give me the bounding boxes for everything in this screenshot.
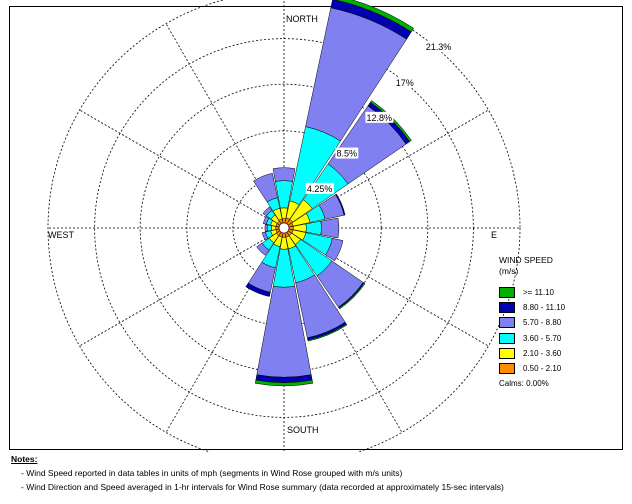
petal-segment-n xyxy=(272,167,296,182)
legend-entries: >= 11.10 8.80 - 11.10 5.70 - 8.80 3.60 - 5.… xyxy=(499,285,609,376)
ring-label: 4.25% xyxy=(305,182,334,194)
calm-center xyxy=(278,222,290,234)
ring-label-text: 12.8% xyxy=(366,113,392,123)
legend-label: >= 11.10 xyxy=(523,288,554,298)
legend-swatch xyxy=(499,332,515,344)
wind-rose-chart: 4.25%8.5%12.8%17%21.3% NORTH SOUTH WEST … xyxy=(47,0,521,452)
petal-segment-se xyxy=(338,282,366,310)
petal-segment-e xyxy=(320,217,340,239)
legend-entry: 0.50 - 2.10 xyxy=(499,361,609,376)
grid-spoke xyxy=(165,23,282,224)
legend-label: 8.80 - 11.10 xyxy=(523,303,566,313)
legend-label: 2.10 - 3.60 xyxy=(523,348,562,358)
petal-segment-wnw xyxy=(262,216,270,225)
petal-segment-wsw xyxy=(261,231,269,241)
grid-spoke xyxy=(288,230,489,347)
legend-unit: (m/s) xyxy=(499,266,519,276)
petal-segment-s xyxy=(254,379,314,387)
legend-entry: >= 11.10 xyxy=(499,285,609,300)
notes-title: Notes: xyxy=(11,454,38,464)
ring-labels: 4.25% 8.5% 12.8% 17% 21.3% xyxy=(305,41,453,194)
legend-swatch xyxy=(499,302,515,314)
ring-label: 8.5% xyxy=(335,147,359,159)
legend-swatch xyxy=(499,287,515,299)
petal-segment-sw xyxy=(256,242,270,256)
ring-label-bg xyxy=(424,41,453,53)
legend-swatch xyxy=(499,363,515,375)
note-line: - Wind Direction and Speed averaged in 1… xyxy=(21,482,504,492)
ring-label-bg xyxy=(365,111,394,123)
notes-section: Notes: - Wind Speed reported in data tab… xyxy=(11,452,623,494)
legend-entry: 8.80 - 11.10 xyxy=(499,300,609,315)
calms-label: Calms: 0.00% xyxy=(499,379,549,389)
ring-label-bg xyxy=(335,147,359,159)
legend-label: 0.50 - 2.10 xyxy=(523,364,562,374)
ring-label-bg xyxy=(394,76,413,88)
legend-entry: 2.10 - 3.60 xyxy=(499,346,609,361)
grid-spoke xyxy=(288,109,489,226)
legend: WIND SPEED (m/s) >= 11.10 8.80 - 11.10 5.7… xyxy=(499,255,609,388)
grid-spoke xyxy=(165,232,282,433)
legend-title: WIND SPEED xyxy=(499,255,553,265)
petal-segment-nnw xyxy=(253,172,278,203)
petal-segment-e xyxy=(305,220,322,236)
grid-spoke xyxy=(286,232,403,433)
legend-entry: 5.70 - 8.80 xyxy=(499,315,609,330)
grid-spoke xyxy=(79,230,280,347)
ring-label-bg xyxy=(305,182,334,194)
petal-segment-sse xyxy=(307,323,348,342)
ring-label-text: 8.5% xyxy=(336,149,357,159)
direction-label-south: SOUTH xyxy=(287,425,319,435)
petal-segment-w xyxy=(271,225,277,231)
petal-segment-nw xyxy=(262,206,273,217)
ring-label-text: 17% xyxy=(396,78,414,88)
petal-segment-nne xyxy=(334,0,415,33)
legend-swatch xyxy=(499,317,515,329)
direction-label-west: WEST xyxy=(48,230,75,240)
grid-spoke xyxy=(79,109,280,226)
ring-label: 21.3% xyxy=(424,41,453,53)
note-line: - Wind Speed reported in data tables in … xyxy=(21,468,403,478)
petal-segment-ese xyxy=(325,237,344,262)
ring-label: 17% xyxy=(394,76,414,88)
petal-segment-w xyxy=(266,224,272,232)
ring-label: 12.8% xyxy=(365,111,394,123)
ring-label-text: 4.25% xyxy=(307,184,333,194)
legend-label: 5.70 - 8.80 xyxy=(523,318,562,328)
grid-ring xyxy=(47,0,521,452)
legend-label: 3.60 - 5.70 xyxy=(523,333,562,343)
direction-label-north: NORTH xyxy=(286,14,318,24)
petal-segment-ene xyxy=(335,193,346,216)
petal-segment-ssw xyxy=(245,282,271,297)
direction-label-east: E xyxy=(491,230,497,240)
legend-entry: 3.60 - 5.70 xyxy=(499,331,609,346)
legend-swatch xyxy=(499,347,515,359)
ring-label-text: 21.3% xyxy=(426,42,452,52)
petal-segment-w xyxy=(264,224,268,232)
